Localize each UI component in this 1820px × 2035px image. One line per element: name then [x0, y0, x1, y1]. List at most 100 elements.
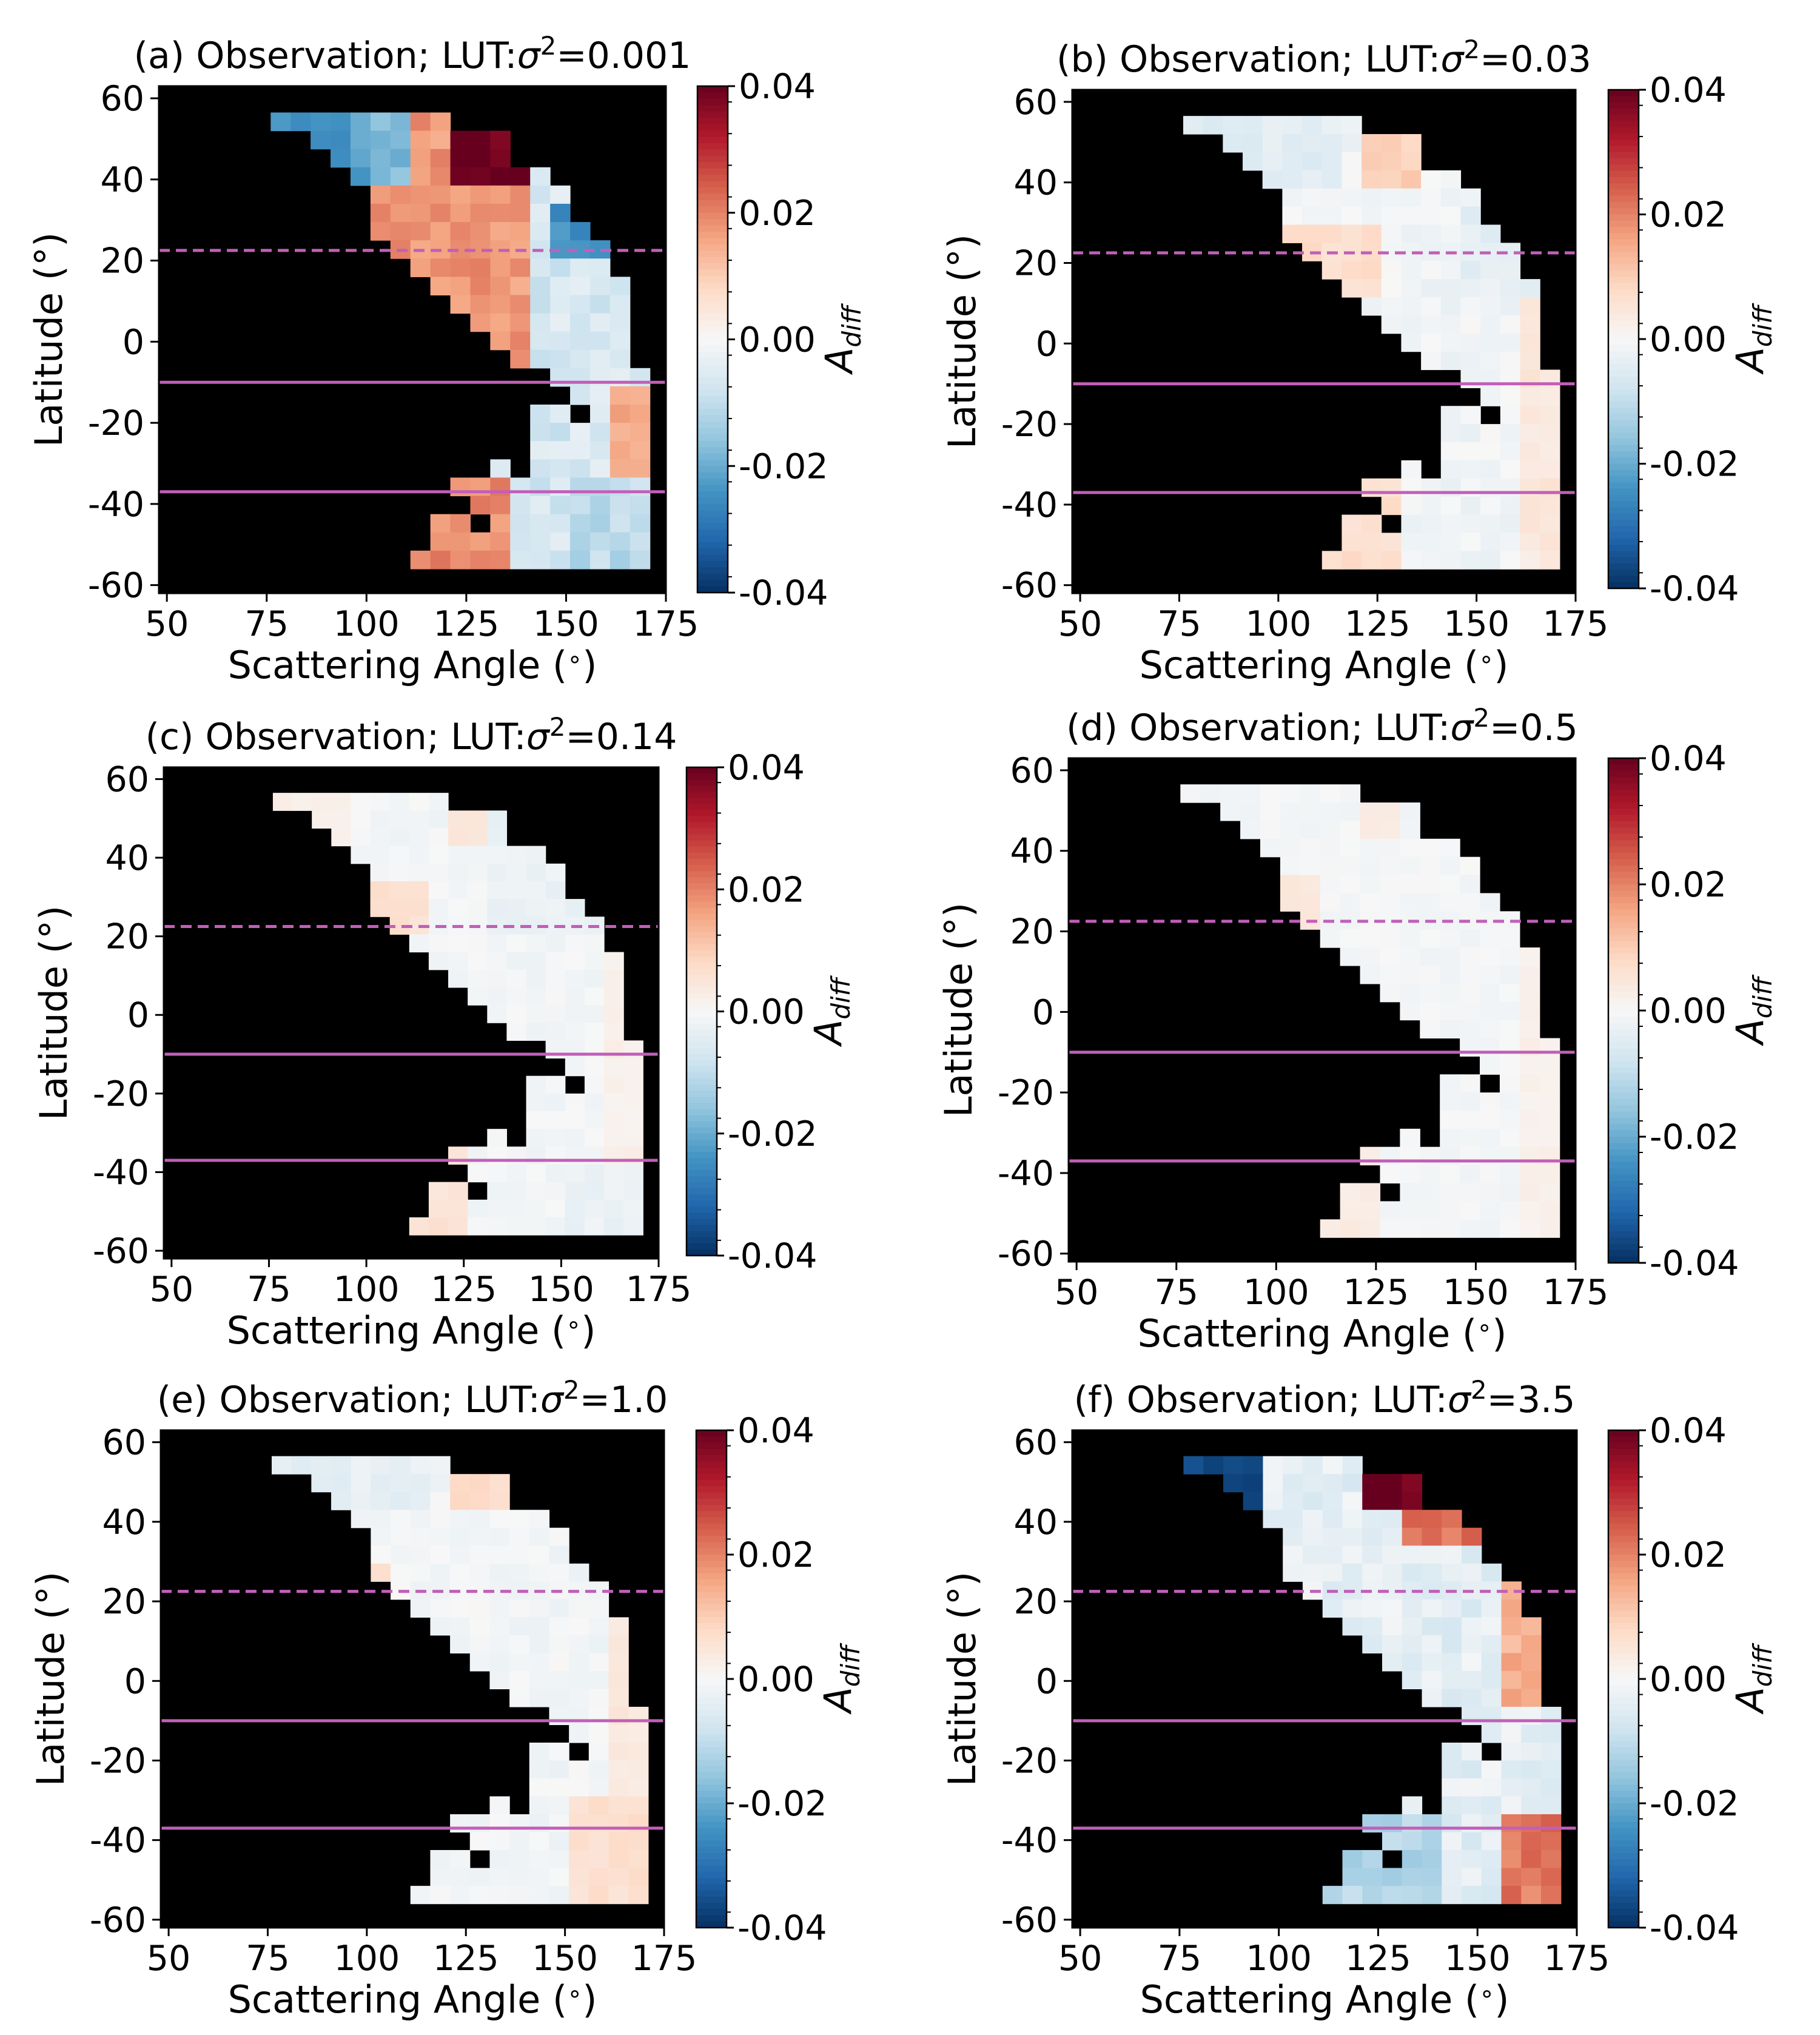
heatmap-cell — [409, 846, 429, 864]
colorbar-segment — [1608, 1498, 1639, 1505]
heatmap-cell — [1362, 1563, 1383, 1582]
heatmap-cell — [1539, 1201, 1560, 1220]
heatmap-cell — [490, 130, 511, 150]
heatmap-cell — [1203, 116, 1223, 135]
heatmap-cell — [630, 368, 651, 387]
heatmap-cell — [1280, 875, 1301, 894]
colorbar-segment — [687, 865, 717, 872]
heatmap-cell — [1521, 1886, 1542, 1905]
colorbar-label-main: A — [817, 348, 861, 375]
heatmap-cell — [570, 295, 591, 314]
heatmap-cell — [565, 1182, 585, 1200]
colorbar-segment — [1608, 1623, 1639, 1630]
heatmap-cell — [526, 1182, 546, 1200]
x-axis-label-text: Scattering Angle ( — [228, 643, 568, 687]
heatmap-cell — [1440, 1201, 1460, 1220]
heatmap-cell — [1420, 875, 1440, 894]
heatmap-cell — [604, 1146, 624, 1165]
heatmap-cell — [351, 1474, 371, 1493]
title-prefix: (b) Observation; LUT: — [1056, 38, 1440, 81]
heatmap-cell — [390, 203, 411, 223]
heatmap-cell — [609, 550, 631, 570]
heatmap-cell — [370, 810, 391, 829]
heatmap-cell — [1499, 983, 1520, 1003]
heatmap-cell — [1322, 1456, 1343, 1475]
heatmap-cell — [550, 295, 571, 314]
colorbar-segment — [1608, 457, 1639, 465]
heatmap-cell — [1480, 297, 1501, 316]
heatmap-cell — [549, 1670, 569, 1689]
heatmap-cell — [1400, 893, 1420, 912]
heatmap-cell — [1421, 496, 1442, 516]
colorbar-segment — [1608, 1124, 1639, 1131]
colorbar-segment — [697, 251, 728, 258]
heatmap-cell — [1521, 1760, 1542, 1779]
heatmap-cell — [1320, 929, 1341, 948]
heatmap-cell — [1541, 1724, 1562, 1743]
degree-symbol: ∘ — [567, 1980, 582, 2008]
colorbar-segment — [1608, 295, 1639, 303]
colorbar-segment — [687, 1054, 717, 1061]
x-tick-label: 75 — [246, 1939, 290, 1979]
colorbar-segment — [696, 1548, 727, 1555]
heatmap-cell — [430, 130, 451, 150]
heatmap-cell — [584, 1164, 605, 1183]
heatmap-cell — [1460, 551, 1481, 570]
y-tick-label: 20 — [102, 1582, 146, 1622]
heatmap-cell — [1421, 188, 1442, 207]
heatmap-cell — [609, 368, 631, 387]
heatmap-cell — [1440, 1128, 1460, 1148]
heatmap-cell — [565, 1111, 585, 1129]
heatmap-cell — [410, 1527, 431, 1546]
heatmap-cell — [589, 459, 611, 478]
heatmap-cell — [1260, 820, 1281, 839]
colorbar-segment — [1608, 1666, 1639, 1673]
heatmap-cell — [526, 846, 546, 864]
heatmap-cell — [468, 1164, 488, 1183]
heatmap-cell — [430, 1527, 451, 1546]
heatmap-cell — [549, 1706, 569, 1726]
colorbar-segment — [1608, 1846, 1639, 1854]
heatmap-cell — [1260, 802, 1281, 821]
colorbar-segment — [687, 1213, 717, 1220]
title-sigma: σ — [1440, 38, 1465, 81]
heatmap-cell — [608, 1635, 629, 1653]
heatmap-cell — [1302, 1510, 1323, 1529]
heatmap-cell — [510, 258, 531, 277]
colorbar-segment — [696, 1853, 727, 1860]
colorbar-segment — [1608, 1641, 1639, 1649]
heatmap-cell — [389, 846, 410, 864]
colorbar-segment — [696, 1654, 727, 1661]
heatmap-cell — [549, 1527, 569, 1546]
heatmap-cell — [1462, 1635, 1482, 1653]
heatmap-cell — [390, 149, 411, 168]
colorbar-segment — [1608, 357, 1639, 365]
heatmap-cell — [509, 1563, 530, 1582]
colorbar-segment — [1608, 389, 1639, 396]
colorbar-segment — [687, 1005, 717, 1012]
colorbar-segment — [1608, 821, 1639, 829]
colorbar-segment — [697, 320, 728, 328]
heatmap-cell — [549, 1653, 569, 1672]
heatmap-cell — [1499, 1165, 1520, 1184]
heatmap-cell — [589, 550, 611, 570]
colorbar-segment — [696, 1766, 727, 1773]
heatmap-cell — [470, 532, 491, 551]
heatmap-cell — [589, 386, 611, 405]
heatmap-cell — [1300, 838, 1321, 858]
colorbar-segment — [1608, 1231, 1639, 1239]
heatmap-cell — [487, 1217, 508, 1236]
heatmap-cell — [526, 1129, 546, 1147]
heatmap-cell — [506, 863, 527, 882]
heatmap-cell — [1460, 224, 1481, 243]
heatmap-cell — [409, 793, 429, 811]
heatmap-cell — [1322, 1563, 1343, 1582]
heatmap-cell — [1541, 1868, 1562, 1886]
colorbar-segment — [1608, 890, 1639, 898]
heatmap-cell — [450, 477, 471, 497]
heatmap-cell — [569, 1670, 589, 1689]
heatmap-cell — [1480, 369, 1501, 388]
colorbar-tick-label: 0.02 — [1650, 1535, 1727, 1575]
heatmap-cell — [350, 149, 371, 168]
colorbar-segment — [1608, 1137, 1639, 1144]
